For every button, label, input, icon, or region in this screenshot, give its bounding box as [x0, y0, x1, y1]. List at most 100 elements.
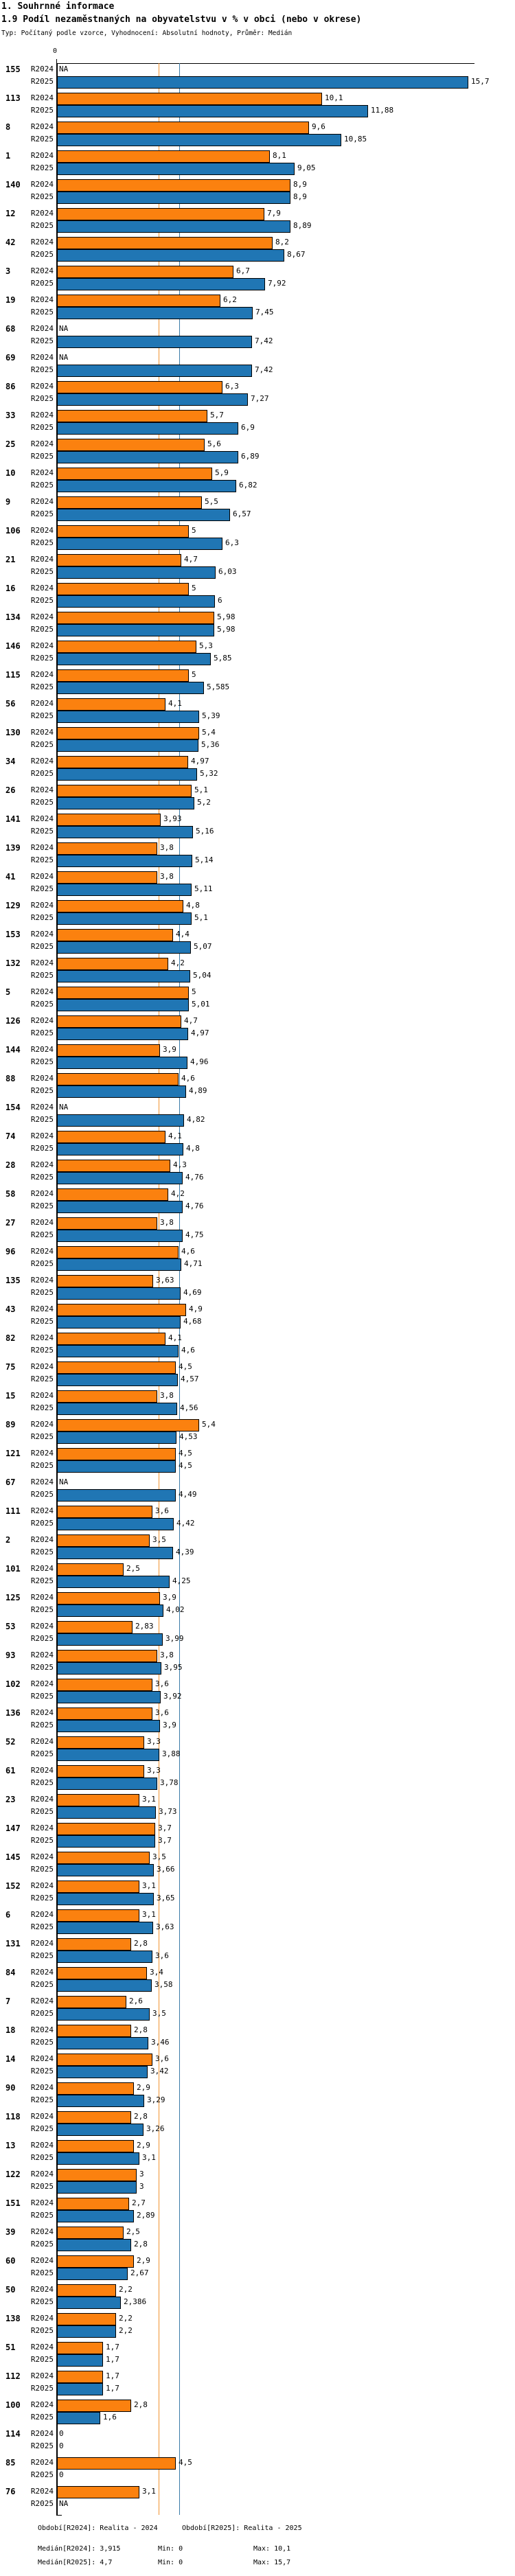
bar-r2024 [57, 1073, 179, 1085]
group-id-label: 113 [5, 93, 21, 103]
series-label-r2025: R2025 [30, 2067, 54, 2075]
bar-r2024 [57, 1996, 126, 2008]
bar-group: 101 R2024 2,5 R2025 4,25 [0, 1563, 515, 1592]
bar-r2024 [57, 1938, 131, 1951]
bar-r2024 [57, 1592, 160, 1605]
series-label-r2025: R2025 [30, 1317, 54, 1326]
value-label-r2024: 3,6 [155, 1506, 169, 1515]
bar-group: 138 R2024 2,2 R2025 2,2 [0, 2313, 515, 2342]
bar-group: 131 R2024 2,8 R2025 3,6 [0, 1938, 515, 1967]
bar-r2025 [57, 105, 368, 117]
group-id-label: 61 [5, 1766, 16, 1775]
bar-r2025 [57, 163, 295, 175]
bar-r2024 [57, 2371, 103, 2383]
series-label-r2024: R2024 [30, 382, 54, 391]
series-label-r2025: R2025 [30, 1692, 54, 1701]
value-label-r2025: 3,95 [164, 1663, 183, 1672]
series-label-r2024: R2024 [30, 785, 54, 794]
bar-r2025 [57, 1028, 188, 1040]
bar-r2025 [57, 566, 216, 579]
series-label-r2025: R2025 [30, 452, 54, 461]
bar-r2024 [57, 1736, 144, 1749]
group-id-label: 88 [5, 1074, 16, 1083]
series-label-r2025: R2025 [30, 1288, 54, 1297]
series-label-r2024: R2024 [30, 1131, 54, 1140]
value-label-r2024: 5 [192, 670, 196, 679]
bar-r2024 [57, 1044, 160, 1057]
bar-r2024 [57, 1707, 152, 1720]
value-label-r2024: 4,3 [173, 1160, 187, 1169]
series-label-r2025: R2025 [30, 1836, 54, 1845]
bar-r2024 [57, 958, 168, 970]
bar-group: 100 R2024 2,8 R2025 1,6 [0, 2400, 515, 2428]
value-label-r2024: 3,9 [163, 1045, 176, 1054]
bar-r2025 [57, 1518, 174, 1530]
group-id-label: 23 [5, 1795, 16, 1804]
series-label-r2025: R2025 [30, 1201, 54, 1210]
bar-group: 39 R2024 2,5 R2025 2,8 [0, 2227, 515, 2255]
value-label-r2024: 3,1 [142, 1881, 156, 1890]
bar-r2025 [57, 2152, 139, 2165]
series-label-r2025: R2025 [30, 2038, 54, 2047]
value-label-r2024: 6,2 [223, 295, 237, 304]
group-id-label: 86 [5, 382, 16, 391]
bar-group: 155 R2024 NA R2025 15,7 [0, 64, 515, 93]
value-label-r2025: 3,73 [159, 1807, 177, 1816]
series-label-r2024: R2024 [30, 1189, 54, 1198]
value-label-r2024: 6,3 [225, 382, 239, 391]
series-label-r2025: R2025 [30, 1894, 54, 1902]
series-label-r2025: R2025 [30, 625, 54, 634]
value-label-r2025: 3,9 [163, 1721, 176, 1729]
bar-r2025 [57, 134, 341, 146]
series-label-r2024: R2024 [30, 670, 54, 679]
value-label-r2025: 6,82 [239, 481, 258, 490]
series-label-r2025: R2025 [30, 855, 54, 864]
series-label-r2024: R2024 [30, 2487, 54, 2496]
bar-group: 147 R2024 3,7 R2025 3,7 [0, 1823, 515, 1852]
bar-r2024 [57, 900, 183, 912]
series-label-r2024: R2024 [30, 1103, 54, 1112]
series-label-r2025: R2025 [30, 2240, 54, 2249]
bar-r2024 [57, 1015, 181, 1028]
group-id-label: 100 [5, 2400, 21, 2410]
group-id-label: 136 [5, 1708, 21, 1718]
value-label-r2024: 5,6 [207, 439, 221, 448]
group-id-label: 27 [5, 1218, 16, 1228]
group-id-label: 7 [5, 1997, 11, 2006]
value-label-r2025: 7,92 [268, 279, 286, 288]
value-label-r2025: 2,67 [130, 2268, 149, 2277]
group-id-label: 152 [5, 1881, 21, 1891]
series-label-r2025: R2025 [30, 1057, 54, 1066]
value-label-r2025: 4,02 [166, 1605, 185, 1614]
series-label-r2025: R2025 [30, 2153, 54, 2162]
bar-r2025 [57, 1835, 155, 1848]
value-label-r2024: 1,7 [106, 2371, 119, 2380]
bar-group: 9 R2024 5,5 R2025 6,57 [0, 496, 515, 525]
bar-r2025 [57, 1230, 183, 1242]
group-id-label: 56 [5, 699, 16, 709]
bar-r2025 [57, 1749, 159, 1761]
bar-r2024 [57, 2486, 139, 2498]
value-label-r2025: 3,46 [151, 2038, 170, 2047]
bar-r2024 [57, 496, 202, 509]
bar-group: 13 R2024 2,9 R2025 3,1 [0, 2140, 515, 2169]
series-label-r2024: R2024 [30, 2429, 54, 2438]
bar-r2024 [57, 208, 264, 220]
bar-r2025 [57, 1085, 186, 1098]
series-label-r2024: R2024 [30, 728, 54, 737]
value-label-r2025: 2,89 [137, 2211, 155, 2220]
value-label-r2024: 2,8 [134, 2400, 148, 2409]
bar-r2025 [57, 1057, 187, 1069]
value-label-r2024: 1,7 [106, 2343, 119, 2351]
series-label-r2024: R2024 [30, 180, 54, 189]
value-label-r2024: 4,5 [179, 1449, 192, 1458]
bar-r2024 [57, 1361, 176, 1374]
value-label-r2025: NA [59, 2499, 69, 2508]
series-label-r2024: R2024 [30, 1045, 54, 1054]
series-label-r2024: R2024 [30, 1997, 54, 2005]
bar-r2025 [57, 1576, 170, 1588]
series-label-r2025: R2025 [30, 250, 54, 259]
group-id-label: 1 [5, 151, 11, 161]
value-label-r2025: 9,05 [297, 163, 316, 172]
series-label-r2025: R2025 [30, 2355, 54, 2364]
